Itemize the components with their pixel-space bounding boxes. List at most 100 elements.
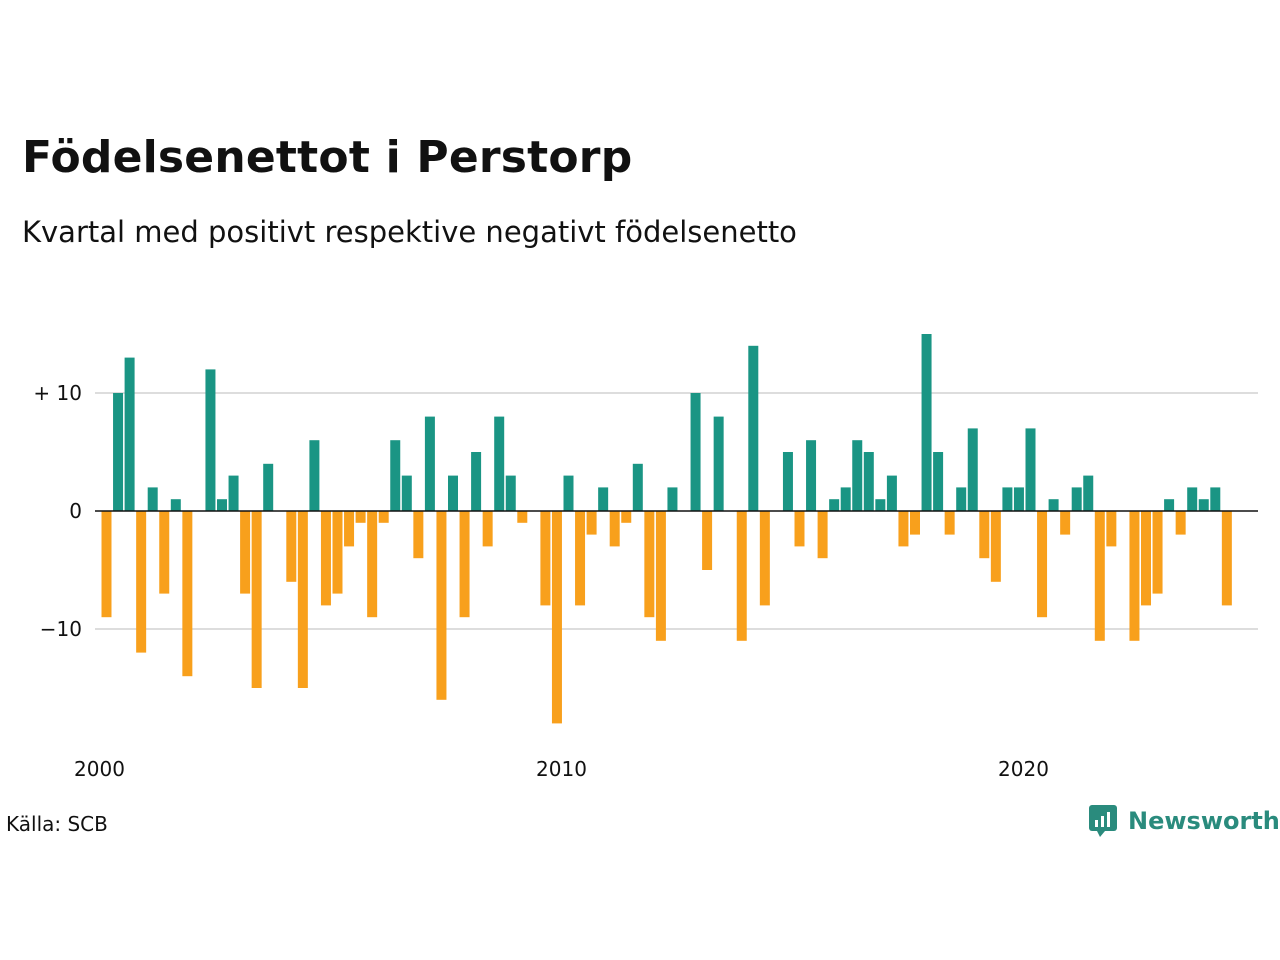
bar-positive <box>598 487 609 511</box>
bar-positive <box>147 487 158 511</box>
bar-positive <box>390 440 401 511</box>
bar-negative <box>182 511 193 677</box>
bar-negative <box>1152 511 1163 594</box>
bar-positive <box>829 499 840 511</box>
bar-positive <box>863 452 874 511</box>
bar-negative <box>1141 511 1151 606</box>
y-tick-label: + 10 <box>33 381 82 405</box>
bar-negative <box>251 511 262 688</box>
bar-negative <box>378 511 389 523</box>
bar-negative <box>436 511 447 700</box>
chart-bubble-icon <box>1089 805 1117 837</box>
bar-negative <box>586 511 597 535</box>
bar-positive <box>205 369 216 511</box>
bar-positive <box>967 428 978 511</box>
bar-negative <box>1037 511 1048 618</box>
bar-positive <box>113 393 124 511</box>
bar-positive <box>448 475 458 511</box>
bar-negative <box>1094 511 1105 641</box>
newsworthy-logo: Newsworthy <box>1088 804 1280 838</box>
bar-positive <box>1187 487 1198 511</box>
bar-negative <box>540 511 551 606</box>
bar-negative <box>759 511 770 606</box>
bar-positive <box>1071 487 1082 511</box>
bar-negative <box>794 511 805 547</box>
bar-negative <box>1106 511 1117 547</box>
bar-positive <box>1048 499 1059 511</box>
bar-positive <box>782 452 793 511</box>
bar-positive <box>1210 487 1221 511</box>
bar-positive <box>632 463 643 511</box>
bar-negative <box>101 511 112 618</box>
bar-negative <box>944 511 955 535</box>
bars <box>101 334 1232 724</box>
bar-positive <box>471 452 482 511</box>
chart-subtitle: Kvartal med positivt respektive negativt… <box>22 215 797 249</box>
bar-negative <box>459 511 470 618</box>
bar-positive <box>494 416 505 511</box>
bar-negative <box>817 511 828 559</box>
bar-negative <box>1175 511 1186 535</box>
bar-positive <box>505 475 516 511</box>
bar-negative <box>736 511 747 641</box>
bar-negative <box>621 511 632 523</box>
bar-positive <box>748 345 759 511</box>
bar-positive <box>1083 475 1094 511</box>
bar-positive <box>170 499 181 511</box>
bar-positive <box>921 334 932 511</box>
bar-positive <box>1013 487 1024 511</box>
bar-negative <box>979 511 990 559</box>
bar-positive <box>424 416 435 511</box>
bar-positive <box>1198 499 1209 511</box>
bar-positive <box>690 393 701 511</box>
bar-negative <box>332 511 343 594</box>
bar-negative <box>702 511 713 570</box>
source-note: Källa: SCB <box>6 812 108 836</box>
bar-positive <box>886 475 897 511</box>
x-tick-label: 2000 <box>74 757 125 781</box>
bar-negative <box>136 511 147 653</box>
bar-positive <box>713 416 724 511</box>
bar-positive <box>852 440 863 511</box>
bar-negative <box>575 511 586 606</box>
bar-positive <box>875 499 886 511</box>
bar-positive <box>1002 487 1013 511</box>
bar-negative <box>320 511 331 606</box>
bar-negative <box>355 511 366 523</box>
bar-positive <box>401 475 412 511</box>
bar-positive <box>563 475 574 511</box>
bar-negative <box>1221 511 1232 606</box>
bar-positive <box>217 499 227 511</box>
bar-positive <box>1025 428 1036 511</box>
bar-negative <box>990 511 1001 582</box>
bar-positive <box>263 463 274 511</box>
bar-negative <box>644 511 655 618</box>
bar-positive <box>124 357 135 511</box>
bar-chart: + 10 0 −10 2000 2010 2020 <box>33 334 1258 781</box>
bar-negative <box>240 511 251 594</box>
bar-positive <box>933 452 944 511</box>
bar-negative <box>551 511 562 724</box>
bar-positive <box>1164 499 1175 511</box>
bar-negative <box>1129 511 1140 641</box>
bar-positive <box>840 487 851 511</box>
bar-negative <box>344 511 355 547</box>
bar-negative <box>159 511 170 594</box>
bar-negative <box>609 511 620 547</box>
bar-negative <box>482 511 493 547</box>
bar-negative <box>1060 511 1071 535</box>
bar-negative <box>297 511 308 688</box>
bar-negative <box>367 511 378 618</box>
bar-negative <box>286 511 297 582</box>
bar-negative <box>413 511 424 559</box>
x-tick-label: 2010 <box>536 757 587 781</box>
y-tick-label: −10 <box>40 617 82 641</box>
axis-labels: + 10 0 −10 2000 2010 2020 <box>33 381 1258 781</box>
bar-positive <box>667 487 678 511</box>
brand-name: Newsworthy <box>1128 807 1280 835</box>
x-tick-label: 2020 <box>998 757 1049 781</box>
bar-negative <box>517 511 528 523</box>
bar-positive <box>956 487 967 511</box>
y-tick-label: 0 <box>69 499 82 523</box>
chart-title: Födelsenettot i Perstorp <box>22 132 633 183</box>
